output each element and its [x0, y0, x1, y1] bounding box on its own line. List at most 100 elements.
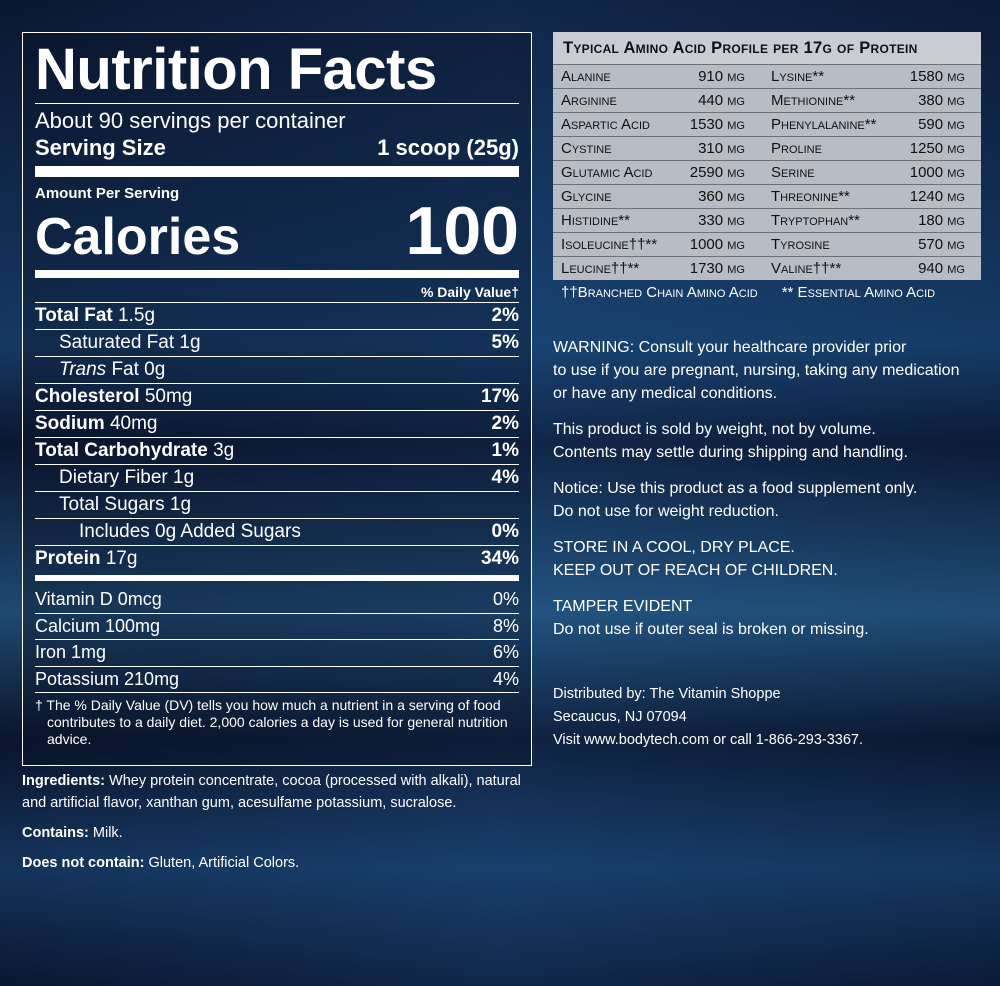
nutrient-row: Cholesterol 50mg 17%: [35, 383, 519, 410]
nutrient-label: Total Sugars 1g: [59, 494, 192, 515]
amino-amount: 1000 mg: [689, 236, 745, 253]
amino-amount: 1580 mg: [909, 68, 965, 85]
nutrient-name: Protein 17g: [35, 546, 137, 572]
amino-name: Glycine: [561, 188, 612, 205]
amino-row: Histidine** 330 mg Tryptophan** 180 mg: [553, 208, 981, 232]
amino-name: Cystine: [561, 140, 612, 157]
amino-name: Serine: [771, 164, 815, 181]
nutrient-row: Includes 0g Added Sugars 0%: [35, 518, 519, 545]
vitamin-row: Calcium 100mg 8%: [35, 612, 519, 640]
notice-line: Notice: Use this product as a food suppl…: [553, 480, 918, 497]
distributor-line: Visit www.bodytech.com or call 1-866-293…: [553, 732, 864, 748]
footnote: † The % Daily Value (DV) tells you how m…: [35, 697, 508, 747]
nutrient-dv: 1%: [491, 440, 519, 461]
nutrient-row: Total Sugars 1g: [35, 491, 519, 518]
amino-row: Arginine 440 mg Methionine** 380 mg: [553, 88, 981, 112]
contains-label: Contains:: [22, 825, 89, 841]
notice-line: Contents may settle during shipping and …: [553, 444, 908, 461]
nutrient-name: Includes 0g Added Sugars: [35, 519, 301, 545]
amino-name: Tryptophan**: [771, 212, 860, 229]
dv-header: % Daily Value†: [420, 284, 519, 300]
nutrient-name: Dietary Fiber 1g: [35, 465, 194, 491]
nutrient-row: Trans Fat 0g: [35, 356, 519, 383]
amino-name: Glutamic Acid: [561, 164, 653, 181]
vitamin-label: Vitamin D 0mcg: [35, 589, 162, 609]
distributor-line: Secaucus, NJ 07094: [553, 709, 687, 725]
notice: This product is sold by weight, not by v…: [553, 418, 959, 464]
nutrition-panel: Nutrition Facts About 90 servings per co…: [22, 32, 532, 766]
amino-amount: 1730 mg: [689, 260, 745, 277]
legend-item: ** Essential Amino Acid: [781, 284, 936, 301]
calories: Calories 100: [35, 197, 519, 266]
amino-legend: ††Branched Chain Amino Acid ** Essential …: [553, 280, 981, 305]
nutrient-dv: 34%: [480, 548, 519, 569]
nutrient-row: Saturated Fat 1g 5%: [35, 329, 519, 356]
amino-amount: 360 mg: [698, 188, 745, 205]
serving-size-value: 1 scoop (25g): [377, 135, 519, 160]
vitamin-dv: 0%: [492, 589, 519, 609]
amino-name: Alanine: [561, 68, 611, 85]
amino-name: Lysine**: [771, 68, 825, 85]
rule: [35, 692, 519, 693]
nutrient-dv: 4%: [491, 467, 519, 488]
amino-amount: 1530 mg: [689, 116, 745, 133]
amino-amount: 570 mg: [918, 236, 965, 253]
nutrient-label: Dietary Fiber 1g: [59, 467, 195, 488]
amino-amount: 2590 mg: [689, 164, 745, 181]
nutrient-dv: 2%: [491, 413, 519, 434]
amino-name: Valine††**: [771, 260, 842, 277]
amino-amount: 310 mg: [698, 140, 745, 157]
ingredients-text: Whey protein concentrate, cocoa (process…: [22, 773, 521, 811]
notice-line: or have any medical conditions.: [553, 385, 778, 402]
vitamin-row: Potassium 210mg 4%: [35, 665, 519, 693]
nutrient-amount: 40mg: [109, 413, 158, 434]
amino-amount: 940 mg: [918, 260, 965, 277]
nutrient-dv: 0%: [491, 521, 519, 542]
nutrient-row: Protein 17g 34%: [35, 545, 519, 572]
nutrient-row: Total Carbohydrate 3g 1%: [35, 437, 519, 464]
amino-amount: 330 mg: [698, 212, 745, 229]
rule: [35, 270, 519, 278]
amount-per-serving: Amount Per Serving: [35, 185, 180, 202]
amino-amount: 910 mg: [698, 68, 745, 85]
servings: About 90 servings per container: [35, 108, 346, 133]
notice: WARNING: Consult your healthcare provide…: [553, 336, 959, 405]
nutrient-label: Protein: [35, 548, 101, 569]
nutrient-label: Cholesterol: [35, 386, 140, 407]
calories-label: Calories: [35, 208, 241, 266]
nutrient-amount: 3g: [213, 440, 235, 461]
nutrient-amount: 50mg: [144, 386, 193, 407]
amino-amount: 1000 mg: [909, 164, 965, 181]
rule: [35, 103, 519, 104]
nutrient-name: Total Carbohydrate 3g: [35, 438, 234, 464]
amino-amount: 1250 mg: [909, 140, 965, 157]
ingredients-label: Ingredients:: [22, 773, 105, 789]
notice-line: This product is sold by weight, not by v…: [553, 421, 876, 438]
nutrition-title: Nutrition Facts: [35, 37, 437, 102]
vitamin-label: Iron 1mg: [35, 642, 107, 662]
amino-name: Isoleucine††**: [561, 236, 658, 253]
does-not-contain-text: Gluten, Artificial Colors.: [148, 855, 300, 871]
serving-size: Serving Size 1 scoop (25g): [35, 134, 519, 162]
distributor-line: Distributed by: The Vitamin Shoppe: [553, 686, 781, 702]
amino-amount: 180 mg: [918, 212, 965, 229]
nutrient-dv: 17%: [480, 386, 519, 407]
contains-text: Milk.: [92, 825, 123, 841]
amino-row: Glutamic Acid 2590 mg Serine 1000 mg: [553, 160, 981, 184]
amino-row: Leucine††** 1730 mg Valine††** 940 mg: [553, 256, 981, 280]
nutrient-name: Cholesterol 50mg: [35, 384, 192, 410]
amino-name: Tyrosine: [771, 236, 830, 253]
nutrient-row: Total Fat 1.5g 2%: [35, 302, 519, 329]
nutrient-amount: 17g: [105, 548, 138, 569]
amino-row: Isoleucine††** 1000 mg Tyrosine 570 mg: [553, 232, 981, 256]
notices: WARNING: Consult your healthcare provide…: [553, 336, 959, 654]
nutrient-label: Sodium: [35, 413, 105, 434]
notice: Notice: Use this product as a food suppl…: [553, 477, 959, 523]
nutrient-label: Fat 0g: [111, 359, 166, 380]
nutrient-name: Sodium 40mg: [35, 411, 157, 437]
amino-name: Leucine††**: [561, 260, 640, 277]
nutrient-name: Total Fat 1.5g: [35, 303, 155, 329]
amino-name: Histidine**: [561, 212, 630, 229]
amino-amount: 440 mg: [698, 92, 745, 109]
amino-name: Proline: [771, 140, 822, 157]
